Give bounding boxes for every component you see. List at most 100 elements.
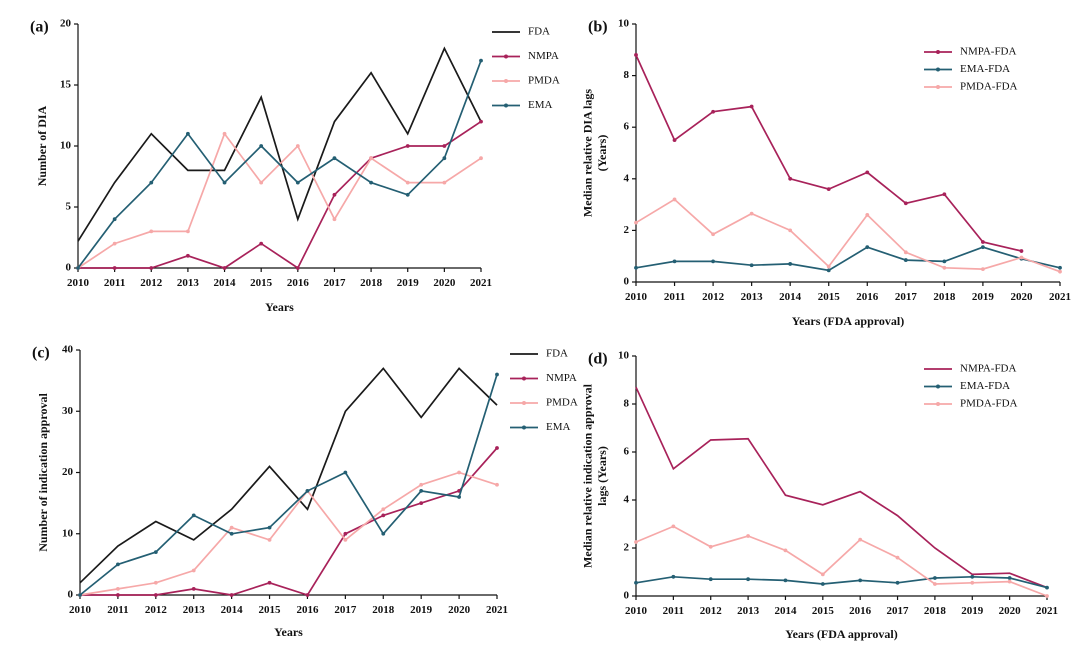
data-point [191,568,196,573]
series-fda [77,46,482,242]
data-point [295,180,300,185]
data-point [981,267,985,271]
x-tick-label: 2012 [140,277,163,289]
x-tick-label: 2012 [700,605,723,617]
data-point [981,240,985,244]
legend: NMPA-FDA EMA-FDA PMDA-FDA [924,46,1018,93]
y-tick-label: 2 [624,224,630,236]
x-axis-title: Years (FDA approval) [792,314,904,328]
x-tick-label: 2011 [107,604,128,616]
x-tick-label: 2019 [961,605,984,617]
x-tick-label: 2014 [221,604,244,616]
data-point [942,265,947,270]
x-tick-label: 2010 [67,277,90,289]
legend-label: NMPA [546,372,577,384]
series-line [79,367,498,584]
data-point [153,550,158,555]
x-tick-label: 2011 [663,605,684,617]
series-ema-fda [634,574,1049,590]
data-point [479,119,483,124]
data-point [479,156,483,161]
data-point [708,577,713,582]
series-nmpa-fda [634,53,1024,253]
legend-marker [504,103,508,108]
data-point [634,540,638,544]
x-tick-label: 2016 [287,277,310,289]
data-point [369,180,373,185]
panel-a: (a) 0 5 10 15 20 2010 2011 2012 2013 2014 2015 2016 2… [30,18,560,314]
y-tick-label: 2 [624,542,630,554]
x-tick-label: 2018 [924,605,947,617]
y-tick-label: 10 [618,350,630,362]
data-point [933,582,937,586]
x-tick-label: 2021 [1049,291,1071,303]
y-tick-label: 5 [66,201,72,213]
y-axis-title: Number of DIA [35,105,49,186]
y-tick-label: 6 [624,446,630,458]
data-point [711,259,715,264]
series-fda [79,367,498,584]
data-point [826,187,831,192]
legend-marker [936,384,940,389]
data-point [634,53,638,57]
data-point [788,228,793,233]
data-point [405,192,410,197]
legend-label: FDA [546,348,568,360]
data-point [749,211,754,216]
data-point [495,372,499,377]
x-axis-title: Years [265,300,294,314]
data-point [442,180,447,185]
x-tick-label: 2010 [69,604,92,616]
data-point [788,262,793,266]
y-tick-label: 20 [60,18,72,30]
data-point [903,258,908,262]
data-point [749,263,754,268]
y-tick-label: 10 [60,140,72,152]
legend-marker [522,376,526,381]
data-point [671,524,676,529]
series-line [635,525,1048,597]
data-point [343,470,348,475]
x-tick-label: 2012 [702,291,725,303]
panel-c: (c) 0 10 20 30 40 2010 2011 2012 2013 2014 2015 2016… [32,344,578,639]
x-tick-label: 2014 [214,277,237,289]
x-tick-label: 2010 [625,605,648,617]
data-point [1045,585,1049,590]
data-point [672,259,677,264]
data-point [112,241,117,246]
x-tick-label: 2012 [145,604,168,616]
data-point [116,562,120,567]
data-point [191,513,196,518]
series-ema [76,58,483,270]
data-point [116,586,120,591]
x-tick-label: 2016 [856,291,879,303]
x-tick-label: 2013 [737,605,760,617]
data-point [495,446,499,450]
series-ema [78,372,499,597]
y-axis-title: Median relative DIA lags(Years) [580,89,608,217]
data-point [295,266,300,270]
data-point [112,266,117,270]
y-tick-label: 15 [60,79,72,91]
data-point [479,58,483,63]
data-point [711,232,715,237]
data-point [1007,579,1012,584]
legend: FDA NMPA PMDA EMA [510,348,578,433]
series-line [77,46,482,242]
y-axis-title-line: Median relative indication approval [580,383,594,568]
x-tick-label: 2021 [486,604,508,616]
x-tick-label: 2013 [177,277,200,289]
data-point [746,577,750,582]
panel-d: (d) 0 2 4 6 8 10 2010 2011 2012 2013 2014 2015 2016 20… [580,350,1058,641]
data-point [222,180,227,185]
data-point [970,580,975,585]
legend-marker [936,67,940,72]
x-tick-label: 2014 [774,605,797,617]
data-point [1045,594,1049,598]
panel-label: (b) [588,19,608,36]
data-point [671,574,676,579]
series-pmda-fda [634,197,1062,274]
data-point [858,578,863,583]
series-line [77,60,482,269]
legend-label: NMPA-FDA [960,363,1017,375]
